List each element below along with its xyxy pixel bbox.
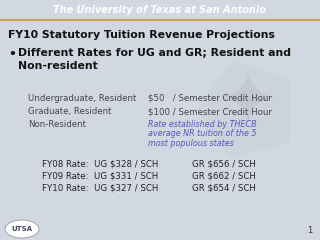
Text: $50   / Semester Credit Hour: $50 / Semester Credit Hour: [148, 94, 272, 103]
Ellipse shape: [5, 220, 39, 238]
Text: GR $654 / SCH: GR $654 / SCH: [192, 184, 256, 193]
Text: Undergraduate, Resident: Undergraduate, Resident: [28, 94, 136, 103]
Text: The University of Texas at San Antonio: The University of Texas at San Antonio: [53, 5, 267, 15]
Text: 1: 1: [307, 226, 312, 235]
Text: GR $656 / SCH: GR $656 / SCH: [192, 160, 256, 169]
Text: average NR tuition of the 5: average NR tuition of the 5: [148, 130, 257, 138]
Text: ✦: ✦: [216, 67, 280, 141]
Text: Graduate, Resident: Graduate, Resident: [28, 107, 111, 116]
Text: FY10 Rate:  UG $327 / SCH: FY10 Rate: UG $327 / SCH: [42, 184, 158, 193]
Text: Non-Resident: Non-Resident: [28, 120, 86, 129]
Text: Rate established by THECB: Rate established by THECB: [148, 120, 257, 129]
Text: FY10 Statutory Tuition Revenue Projections: FY10 Statutory Tuition Revenue Projectio…: [8, 30, 275, 40]
Text: •: •: [8, 48, 16, 61]
Text: FY09 Rate:  UG $331 / SCH: FY09 Rate: UG $331 / SCH: [42, 172, 158, 181]
Text: GR $662 / SCH: GR $662 / SCH: [192, 172, 256, 181]
Text: $100 / Semester Credit Hour: $100 / Semester Credit Hour: [148, 107, 272, 116]
Text: UTSA: UTSA: [12, 226, 33, 232]
Text: Different Rates for UG and GR; Resident and
Non-resident: Different Rates for UG and GR; Resident …: [18, 48, 291, 71]
Text: FY08 Rate:  UG $328 / SCH: FY08 Rate: UG $328 / SCH: [42, 160, 158, 169]
Text: most populous states: most populous states: [148, 139, 234, 148]
